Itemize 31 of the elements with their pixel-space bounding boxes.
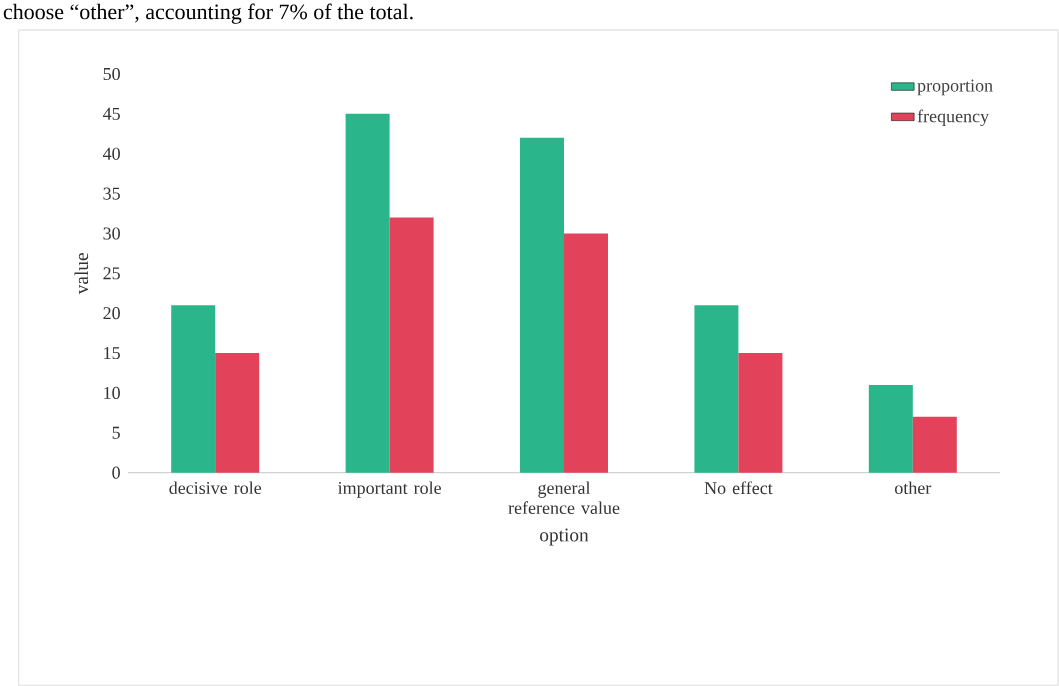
- bar: [694, 305, 739, 473]
- bar: [389, 217, 434, 473]
- y-tick-label: 45: [102, 107, 120, 120]
- bar: [171, 305, 216, 473]
- legend-label: frequency: [917, 109, 989, 127]
- x-axis-title: option: [540, 528, 589, 546]
- x-tick-label: general reference value: [508, 481, 620, 515]
- x-tick-label: No effect: [704, 481, 773, 495]
- legend-label: proportion: [917, 79, 993, 96]
- x-tick-label: decisive role: [169, 481, 262, 495]
- bar: [345, 113, 390, 473]
- bar: [912, 416, 957, 473]
- y-tick-label: 50: [103, 67, 120, 81]
- y-tick-label: 10: [104, 386, 120, 399]
- y-tick-label: 40: [102, 147, 120, 160]
- text: choose “other”, accounting for 7% of the total.: [3, 3, 413, 24]
- y-tick-label: 15: [104, 347, 120, 360]
- bar: [564, 233, 609, 473]
- bar: [215, 353, 260, 473]
- y-axis-title: value: [74, 253, 89, 295]
- y-tick-label: 25: [103, 267, 120, 280]
- y-tick-label: 5: [112, 426, 120, 439]
- bar: [868, 384, 913, 473]
- y-tick-label: 0: [112, 466, 120, 479]
- y-tick-label: 35: [103, 187, 120, 200]
- bar: [520, 137, 565, 473]
- y-tick-label: 20: [103, 307, 120, 320]
- bar: [738, 353, 783, 473]
- x-tick-label: other: [895, 481, 932, 495]
- y-tick-label: 30: [103, 227, 120, 240]
- x-tick-label: important role: [338, 481, 441, 498]
